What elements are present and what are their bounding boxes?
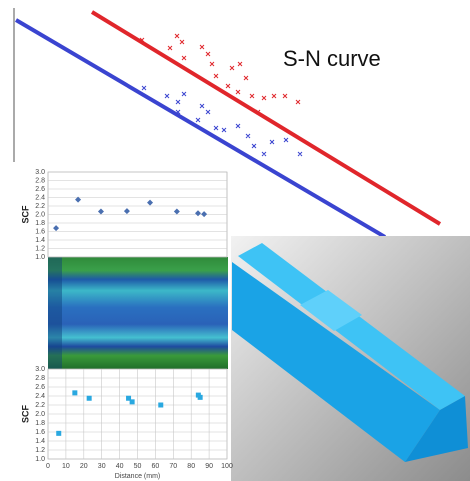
y-tick-label: 1.8 <box>35 220 45 227</box>
beam-side <box>232 262 440 462</box>
beam-collar <box>300 290 362 331</box>
y-tick-label: 1.0 <box>35 456 45 463</box>
y-tick-label: 2.8 <box>35 375 45 382</box>
x-axis-label: Distance (mm) <box>115 473 161 480</box>
sn-line-red <box>90 10 442 226</box>
y-axis-label: SCF <box>20 205 30 224</box>
beam-render <box>231 236 470 481</box>
x-tick-label: 80 <box>187 463 195 470</box>
y-tick-label: 2.8 <box>35 177 45 184</box>
y-tick-label: 1.6 <box>35 228 45 235</box>
x-tick-label: 60 <box>152 463 160 470</box>
x-tick-label: 40 <box>116 463 124 470</box>
x-tick-label: 10 <box>62 463 70 470</box>
point <box>53 225 60 232</box>
point <box>201 211 208 218</box>
mesh-image <box>48 257 228 369</box>
y-tick-label: 1.4 <box>35 438 45 445</box>
point <box>126 395 132 401</box>
beam-end <box>405 396 468 462</box>
x-tick-label: 90 <box>205 463 213 470</box>
mesh-edge <box>48 257 62 369</box>
y-tick-label: 2.6 <box>35 186 45 193</box>
point <box>123 208 130 215</box>
point <box>147 199 154 206</box>
y-tick-label: 1.4 <box>35 237 45 244</box>
beam-top <box>238 243 465 410</box>
point <box>75 196 82 203</box>
y-tick-label: 2.0 <box>35 211 45 218</box>
y-axis-label: SCF <box>20 404 30 423</box>
point <box>173 208 180 215</box>
x-tick-label: 30 <box>98 463 106 470</box>
x-tick-label: 50 <box>134 463 142 470</box>
point <box>158 402 164 408</box>
y-tick-label: 3.0 <box>35 169 45 176</box>
point <box>72 390 78 396</box>
y-tick-label: 1.6 <box>35 429 45 436</box>
sn-illustration: S-N curve <box>13 8 442 239</box>
y-tick-label: 2.4 <box>35 393 45 400</box>
y-tick-label: 2.0 <box>35 411 45 418</box>
y-tick-label: 2.6 <box>35 384 45 391</box>
y-tick-label: 2.2 <box>35 402 45 409</box>
fe-mesh <box>48 257 228 369</box>
point <box>97 208 104 215</box>
x-tick-label: 70 <box>169 463 177 470</box>
point <box>195 210 202 217</box>
sn-points-blue <box>141 85 303 157</box>
x-tick-label: 100 <box>221 463 233 470</box>
y-tick-label: 1.2 <box>35 245 45 252</box>
point <box>56 430 62 436</box>
y-tick-label: 1.0 <box>35 254 45 261</box>
x-tick-label: 0 <box>46 463 50 470</box>
y-tick-label: 1.2 <box>35 447 45 454</box>
point <box>86 395 92 401</box>
point <box>129 399 135 405</box>
sn-line-blue <box>14 18 387 239</box>
y-tick-label: 1.8 <box>35 420 45 427</box>
y-tick-label: 2.4 <box>35 194 45 201</box>
point <box>197 394 203 400</box>
sn-title: S-N curve <box>283 46 381 71</box>
scf-charts: 1.01.21.41.61.82.02.22.42.62.83.0SCF1.01… <box>20 169 233 480</box>
y-tick-label: 3.0 <box>35 366 45 373</box>
sn-points-red <box>139 33 301 115</box>
y-tick-label: 2.2 <box>35 203 45 210</box>
x-tick-label: 20 <box>80 463 88 470</box>
